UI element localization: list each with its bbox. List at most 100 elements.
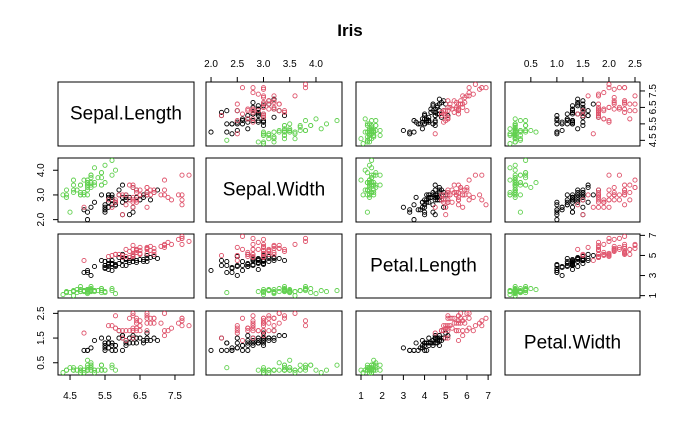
data-point bbox=[411, 202, 417, 208]
data-point bbox=[250, 90, 256, 96]
data-point bbox=[281, 367, 288, 373]
data-point bbox=[109, 172, 115, 178]
data-point bbox=[144, 204, 150, 210]
data-point bbox=[63, 290, 70, 296]
data-point bbox=[447, 192, 453, 198]
data-point bbox=[622, 85, 628, 91]
panel-r2-c4 bbox=[504, 157, 641, 223]
bottom-tick-label: 7 bbox=[485, 391, 491, 402]
data-point bbox=[377, 367, 383, 373]
data-point bbox=[250, 241, 256, 247]
data-point bbox=[245, 342, 251, 349]
data-point bbox=[255, 108, 261, 114]
data-point bbox=[271, 134, 277, 140]
data-point bbox=[554, 129, 560, 135]
data-point bbox=[585, 251, 591, 257]
data-point bbox=[70, 187, 77, 193]
data-point bbox=[130, 204, 136, 210]
data-point bbox=[580, 108, 586, 114]
data-point bbox=[479, 323, 485, 329]
data-point bbox=[271, 114, 277, 120]
data-point bbox=[334, 118, 340, 124]
data-point bbox=[88, 272, 94, 279]
data-point bbox=[616, 104, 622, 110]
data-point bbox=[601, 106, 607, 112]
data-point bbox=[234, 257, 240, 264]
data-point bbox=[528, 286, 534, 292]
data-point bbox=[260, 85, 267, 91]
data-point bbox=[102, 162, 108, 168]
data-point bbox=[218, 262, 225, 269]
data-point bbox=[580, 113, 586, 119]
data-point bbox=[105, 260, 112, 267]
data-point bbox=[133, 335, 140, 341]
data-point bbox=[137, 247, 143, 253]
data-point bbox=[112, 347, 119, 353]
data-point bbox=[622, 243, 628, 249]
data-point bbox=[512, 187, 518, 193]
data-point bbox=[512, 136, 518, 142]
data-point bbox=[112, 367, 119, 373]
data-point bbox=[302, 362, 309, 368]
data-point bbox=[466, 90, 472, 96]
data-point bbox=[575, 246, 581, 252]
data-point bbox=[84, 365, 91, 371]
data-point bbox=[239, 246, 246, 252]
data-point bbox=[292, 131, 298, 137]
data-point bbox=[271, 367, 277, 373]
data-point bbox=[126, 194, 133, 200]
data-point bbox=[109, 347, 115, 353]
data-point bbox=[119, 182, 126, 188]
data-point bbox=[98, 367, 105, 373]
data-point bbox=[483, 85, 489, 91]
data-point bbox=[595, 114, 602, 120]
data-point bbox=[255, 118, 261, 124]
data-point bbox=[554, 118, 560, 124]
data-point bbox=[218, 109, 225, 115]
data-point bbox=[245, 108, 251, 114]
data-point bbox=[126, 335, 133, 341]
data-point bbox=[580, 212, 586, 218]
data-point bbox=[517, 132, 523, 138]
data-point bbox=[140, 340, 147, 346]
data-point bbox=[507, 192, 513, 198]
data-point bbox=[84, 347, 91, 353]
data-point bbox=[260, 99, 267, 106]
data-point bbox=[564, 262, 570, 269]
data-point bbox=[632, 245, 638, 251]
data-point bbox=[460, 192, 466, 198]
data-point bbox=[260, 129, 267, 135]
data-point bbox=[119, 192, 126, 198]
data-point bbox=[144, 250, 150, 256]
data-point bbox=[292, 93, 298, 99]
data-point bbox=[260, 365, 267, 371]
data-point bbox=[453, 189, 459, 196]
data-point bbox=[102, 207, 108, 213]
data-point bbox=[512, 116, 518, 122]
data-point bbox=[109, 286, 115, 292]
data-point bbox=[144, 189, 150, 196]
data-point bbox=[161, 333, 168, 339]
data-point bbox=[373, 122, 379, 129]
data-point bbox=[271, 323, 277, 329]
data-point bbox=[133, 328, 140, 334]
data-point bbox=[84, 217, 91, 223]
data-point bbox=[260, 287, 267, 293]
data-point bbox=[281, 136, 288, 142]
data-point bbox=[334, 288, 340, 294]
data-point bbox=[77, 284, 84, 290]
data-point bbox=[84, 357, 91, 363]
data-point bbox=[224, 290, 230, 296]
data-point bbox=[595, 239, 602, 245]
data-point bbox=[239, 267, 246, 274]
data-point bbox=[512, 175, 518, 181]
data-point bbox=[109, 157, 115, 163]
data-point bbox=[611, 86, 617, 92]
data-point bbox=[313, 291, 319, 297]
data-point bbox=[224, 129, 230, 135]
data-point bbox=[91, 199, 98, 205]
data-point bbox=[266, 370, 272, 376]
data-point bbox=[559, 127, 565, 134]
data-point bbox=[276, 129, 282, 135]
data-point bbox=[422, 111, 428, 117]
